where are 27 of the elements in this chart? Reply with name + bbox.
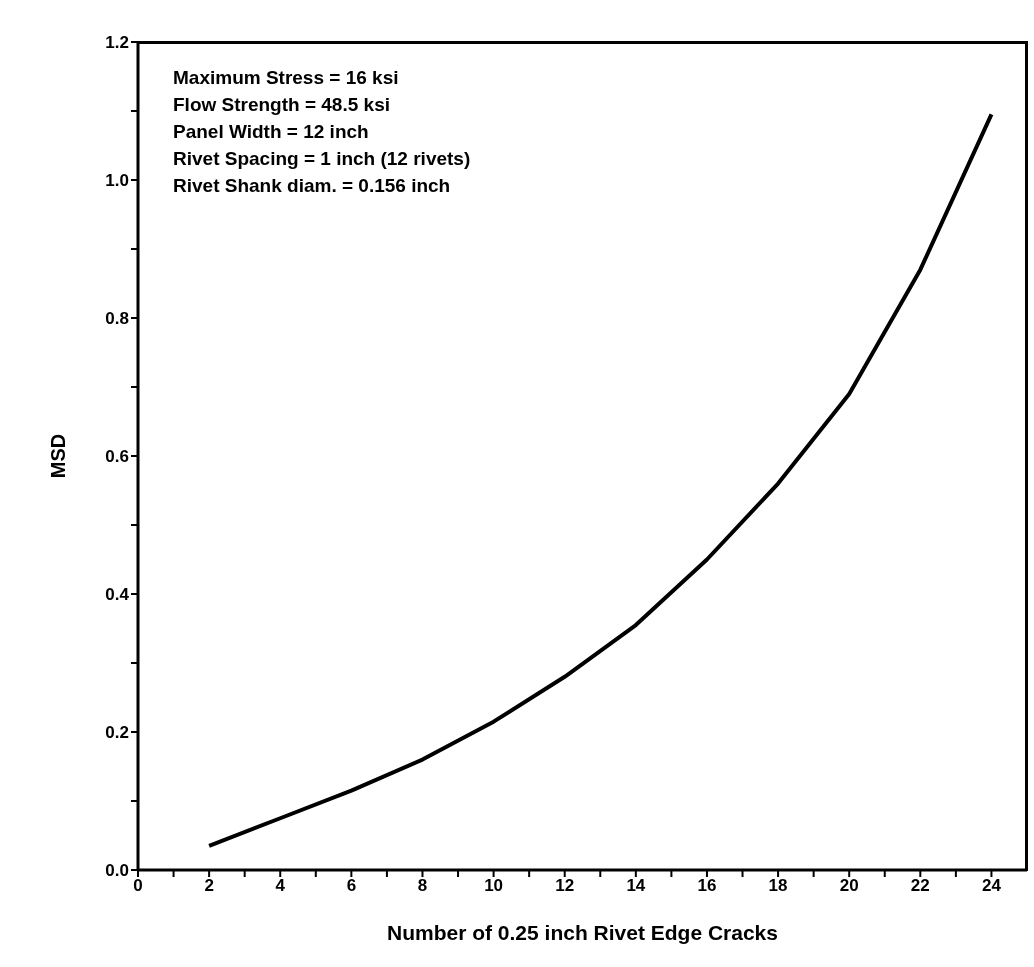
y-tick-label: 0.8: [105, 309, 129, 329]
x-tick-label: 2: [204, 876, 214, 896]
x-tick-label: 18: [768, 876, 788, 896]
annotation: Flow Strength = 48.5 ksi: [173, 93, 391, 117]
y-tick-label: 1.0: [105, 171, 129, 191]
y-tick-label: 0.0: [105, 861, 129, 881]
x-tick-label: 16: [697, 876, 717, 896]
x-tick-label: 0: [133, 876, 143, 896]
x-tick-label: 10: [484, 876, 504, 896]
x-tick-label: 14: [626, 876, 646, 896]
x-tick-label: 4: [275, 876, 286, 896]
y-tick-label: 0.6: [105, 447, 129, 467]
x-tick-label: 24: [981, 876, 1002, 896]
x-tick-label: 6: [346, 876, 357, 896]
y-axis-title: MSD: [47, 433, 70, 479]
y-tick-label: 0.4: [105, 585, 130, 605]
x-tick-label: 12: [555, 876, 575, 896]
annotation: Maximum Stress = 16 ksi: [173, 66, 400, 90]
x-axis-title: Number of 0.25 inch Rivet Edge Cracks: [387, 921, 778, 944]
annotation: Rivet Shank diam. = 0.156 inch: [173, 174, 452, 198]
annotation: Panel Width = 12 inch: [173, 120, 370, 144]
y-tick-label: 1.2: [105, 33, 129, 53]
annotation: Rivet Spacing = 1 inch (12 rivets): [173, 147, 471, 171]
x-tick-label: 8: [417, 876, 428, 896]
y-tick-label: 0.2: [105, 723, 129, 743]
x-tick-label: 20: [839, 876, 859, 896]
x-tick-label: 22: [910, 876, 930, 896]
